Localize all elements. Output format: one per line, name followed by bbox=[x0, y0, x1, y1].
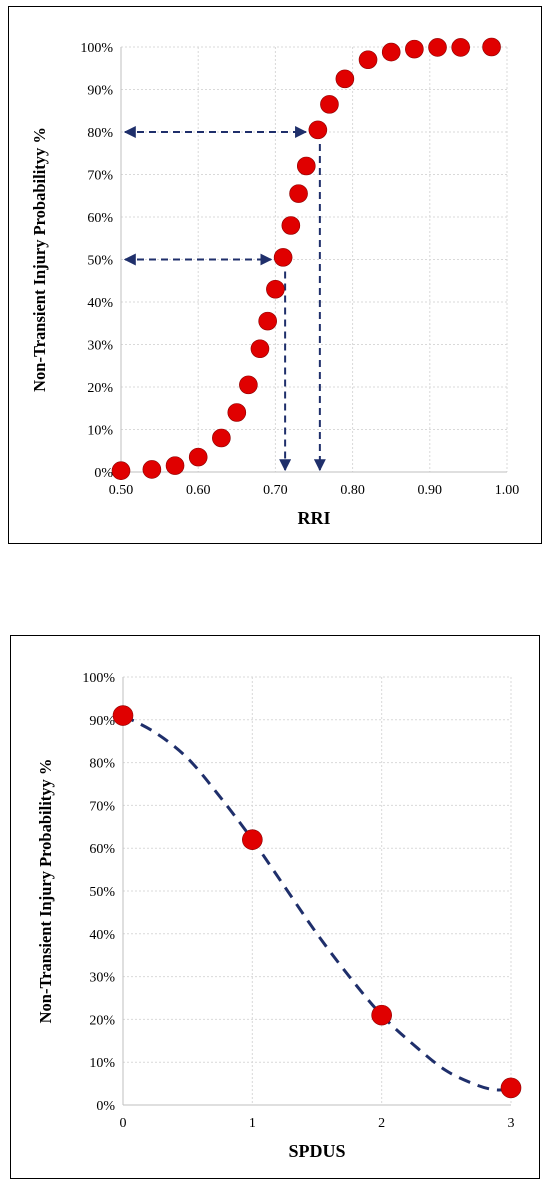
data-point bbox=[381, 42, 401, 62]
data-point bbox=[482, 37, 501, 57]
y-tick-label: 90% bbox=[89, 714, 115, 729]
data-point bbox=[242, 829, 263, 850]
data-point bbox=[335, 69, 355, 89]
y-tick-label: 0% bbox=[94, 466, 113, 481]
x-tick-label: 1.00 bbox=[495, 483, 520, 498]
y-tick-label: 40% bbox=[87, 296, 113, 311]
y-axis-title: Non-Transient Injury Probabilityy % bbox=[36, 759, 55, 1024]
x-tick-label: 0.70 bbox=[263, 483, 288, 498]
data-point bbox=[227, 403, 247, 422]
data-point bbox=[266, 279, 285, 299]
rri-probability-chart: 0% 10% 20% 30% 40% 50% 60% 70% 80% 90% 100% 0.50 0.6… bbox=[30, 37, 520, 528]
data-point bbox=[273, 248, 293, 267]
x-tick-label: 2 bbox=[378, 1116, 385, 1131]
data-point bbox=[111, 461, 131, 481]
y-tick-label: 50% bbox=[87, 254, 113, 269]
x-tick-label: 0.90 bbox=[418, 483, 443, 498]
y-tick-label: 0% bbox=[96, 1099, 115, 1114]
x-axis-title: SPDUS bbox=[288, 1141, 345, 1161]
data-point bbox=[358, 50, 378, 70]
y-tick-label: 70% bbox=[89, 799, 115, 814]
data-point bbox=[428, 38, 447, 57]
y-tick-label: 60% bbox=[87, 211, 113, 226]
y-tick-label: 20% bbox=[89, 1013, 115, 1028]
data-point bbox=[289, 184, 308, 203]
data-point bbox=[405, 39, 424, 59]
x-tick-label: 0 bbox=[120, 1116, 127, 1131]
chart-panel-rri: 0% 10% 20% 30% 40% 50% 60% 70% 80% 90% 100% 0.50 0.6… bbox=[8, 6, 542, 544]
data-point bbox=[320, 95, 339, 114]
data-point bbox=[250, 339, 270, 359]
data-point bbox=[142, 460, 162, 479]
y-tick-label: 10% bbox=[89, 1056, 115, 1071]
data-point bbox=[371, 1004, 392, 1026]
x-tick-label: 0.60 bbox=[186, 483, 211, 498]
x-axis-title: RRI bbox=[297, 508, 330, 528]
y-tick-label: 100% bbox=[82, 671, 115, 686]
y-tick-label: 80% bbox=[87, 126, 113, 141]
data-point bbox=[188, 447, 208, 467]
y-tick-label: 50% bbox=[89, 885, 115, 900]
chart-panel-spdus: 0% 10% 20% 30% 40% 50% 60% 70% 80% 90% 100% 0 1 2 3 SPD… bbox=[10, 635, 540, 1179]
data-point bbox=[296, 156, 316, 176]
data-point bbox=[500, 1077, 522, 1099]
x-tick-label: 1 bbox=[249, 1116, 256, 1131]
trend-line bbox=[122, 714, 512, 1092]
data-point bbox=[258, 311, 277, 331]
x-tick-label: 0.50 bbox=[109, 483, 134, 498]
spdus-probability-chart: 0% 10% 20% 30% 40% 50% 60% 70% 80% 90% 100% 0 1 2 3 SPD… bbox=[36, 671, 522, 1161]
data-point bbox=[165, 456, 185, 475]
y-tick-label: 10% bbox=[87, 424, 113, 439]
y-tick-label: 30% bbox=[87, 339, 113, 354]
data-point bbox=[112, 705, 134, 726]
data-point bbox=[451, 38, 470, 57]
y-tick-label: 100% bbox=[80, 41, 113, 56]
x-tick-label: 0.80 bbox=[340, 483, 365, 498]
y-tick-label: 20% bbox=[87, 381, 113, 396]
data-point bbox=[239, 375, 258, 395]
data-point bbox=[212, 428, 231, 448]
y-tick-label: 40% bbox=[89, 928, 115, 943]
data-point bbox=[308, 120, 328, 140]
y-tick-label: 80% bbox=[89, 757, 115, 772]
y-axis-title: Non-Transient Injury Probabilityy % bbox=[30, 127, 49, 392]
y-tick-label: 90% bbox=[87, 84, 113, 99]
x-tick-label: 3 bbox=[508, 1116, 515, 1131]
y-tick-label: 30% bbox=[89, 971, 115, 986]
y-tick-label: 70% bbox=[87, 169, 113, 184]
y-tick-label: 60% bbox=[89, 842, 115, 857]
data-point bbox=[281, 216, 301, 235]
